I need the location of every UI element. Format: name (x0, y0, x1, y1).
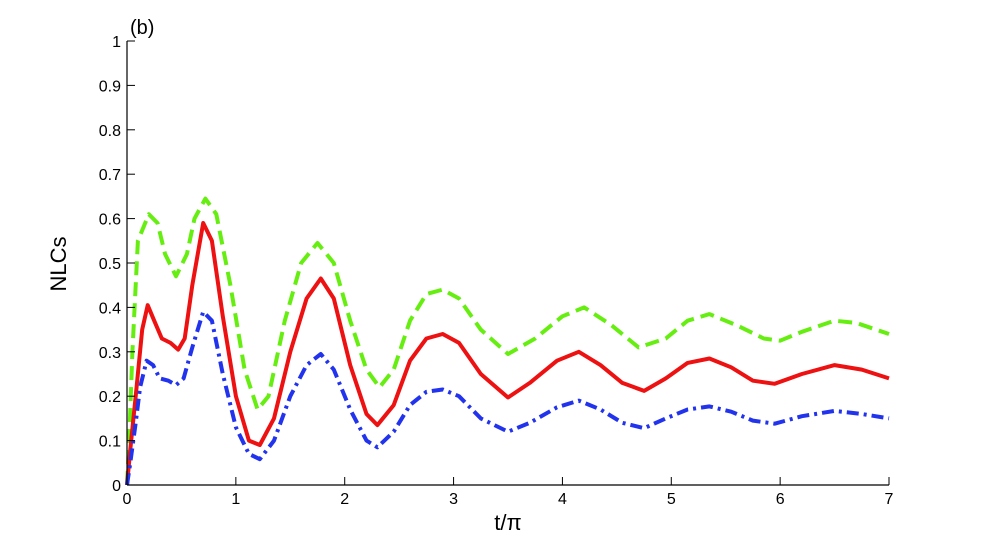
x-tick-label: 2 (340, 491, 349, 508)
x-axis-label: t/π (494, 510, 521, 535)
y-tick-label: 0.4 (99, 300, 121, 317)
y-tick-label: 0.7 (99, 167, 121, 184)
y-tick-label: 0.5 (99, 256, 121, 273)
x-tick-label: 3 (449, 491, 458, 508)
panel-label: (b) (130, 17, 154, 39)
axes-layer: 0 1 2 3 4 5 6 7 0 0.1 0.2 0.3 0.4 0.5 0.6 0.7 0.8 0.9 1 (99, 34, 894, 508)
y-tick-label: 0.9 (99, 78, 121, 95)
series-line-1 (125, 196, 890, 486)
y-axis-label: NLCs (46, 236, 71, 291)
x-tick-label: 7 (885, 491, 894, 508)
x-tick-label: 6 (776, 491, 785, 508)
series-layer (125, 196, 890, 486)
x-tick-label: 1 (231, 491, 240, 508)
y-tick-label: 0.6 (99, 212, 121, 229)
y-tick-label: 0.8 (99, 123, 121, 140)
y-tick-label: 0.1 (99, 434, 121, 451)
y-tick-label: 0 (112, 478, 121, 495)
x-tick-label: 0 (123, 491, 132, 508)
y-tick-label: 0.2 (99, 389, 121, 406)
x-tick-label: 5 (667, 491, 676, 508)
x-tick-label: 4 (558, 491, 567, 508)
y-tick-label: 1 (112, 34, 121, 51)
series-line-2 (125, 221, 890, 486)
y-tick-label: 0.3 (99, 345, 121, 362)
